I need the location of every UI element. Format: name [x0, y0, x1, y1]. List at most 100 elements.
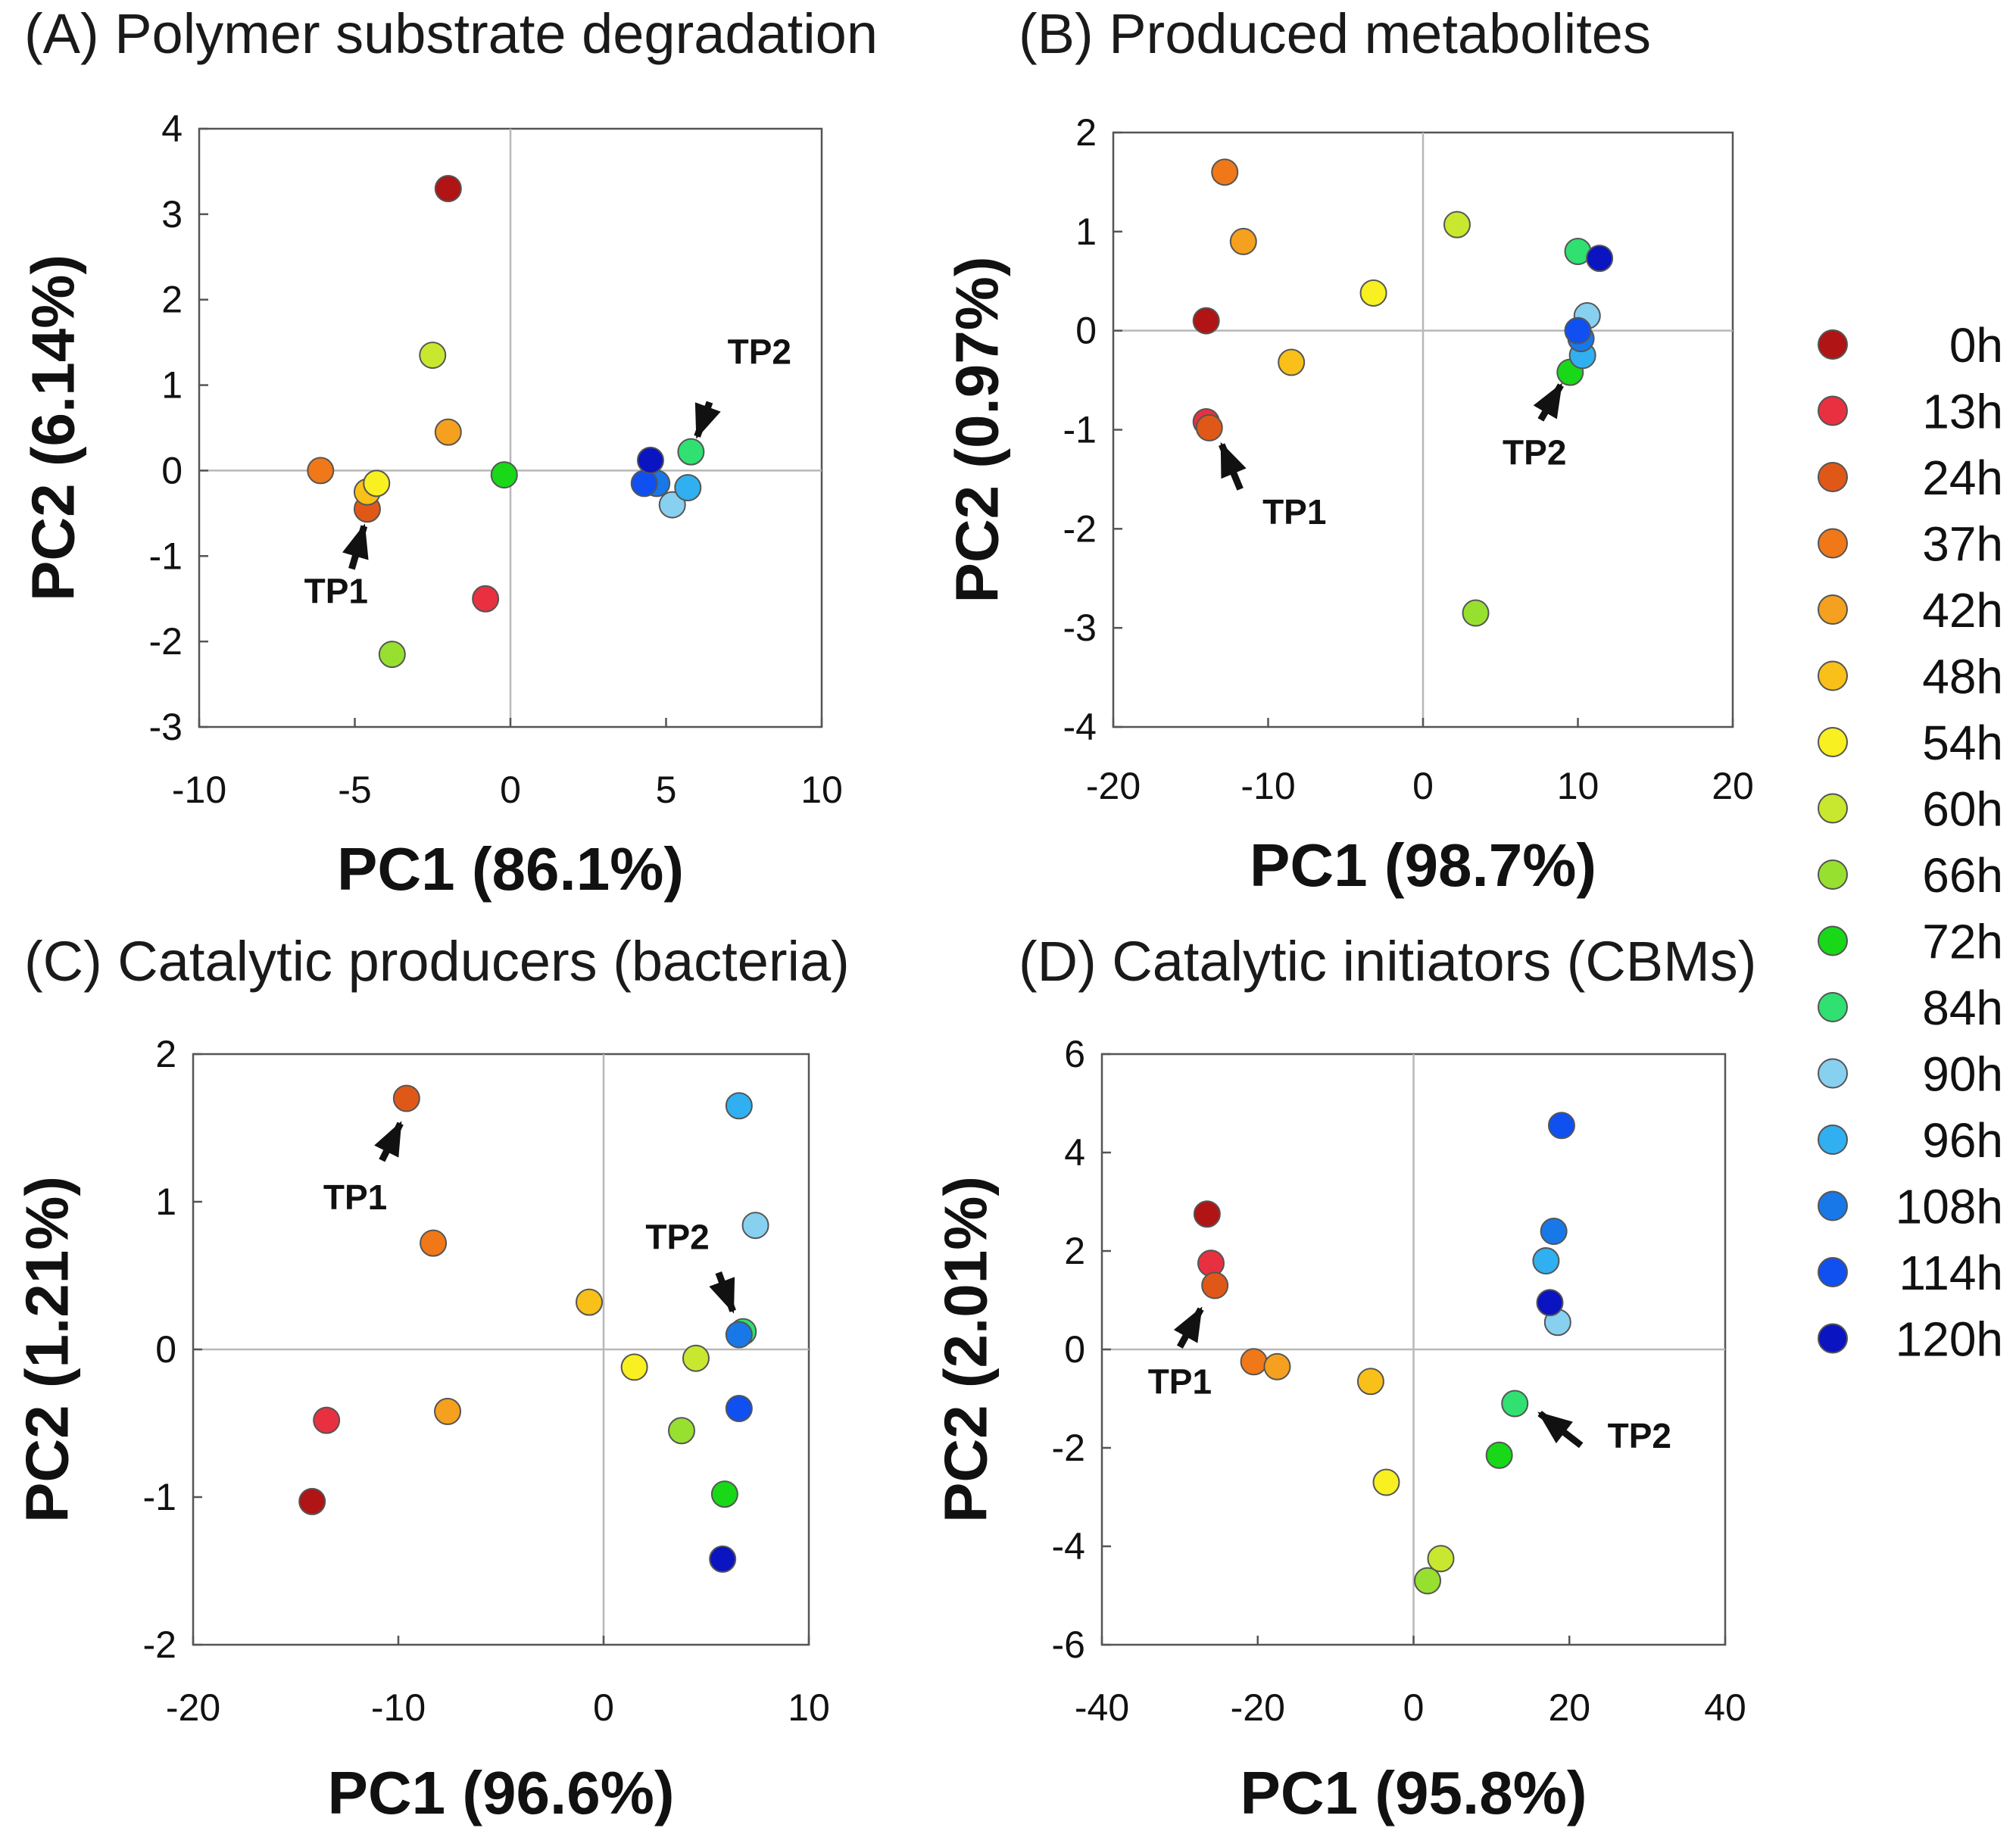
- data-point-120h: [1586, 245, 1614, 273]
- y-tick-label: -4: [1052, 1525, 1085, 1568]
- data-point-54h: [363, 469, 391, 498]
- legend-label: 0h: [1949, 318, 2003, 373]
- data-point-96h: [725, 1092, 753, 1120]
- x-tick-label: -40: [1075, 1686, 1129, 1729]
- panel-a: (A) Polymer substrate degradation-10 -5 0 5…: [20, 2, 878, 903]
- data-point-114h: [1547, 1112, 1575, 1140]
- annotation-label: TP2: [1503, 432, 1566, 472]
- legend-marker: [1818, 925, 1848, 956]
- y-axis-title: PC2 (2.01%): [932, 1176, 1000, 1523]
- data-point-120h: [1536, 1289, 1564, 1317]
- data-point-114h: [1564, 317, 1592, 345]
- legend-marker: [1818, 329, 1848, 360]
- panel-d: (D) Catalytic initiators (CBMs)-40 -20 0 20…: [932, 930, 1757, 1826]
- legend-label: 72h: [1922, 915, 2003, 969]
- x-tick-label: -5: [338, 769, 371, 811]
- x-axis-title: PC1 (96.6%): [328, 1759, 675, 1826]
- annotation-arrow: [1218, 441, 1247, 491]
- legend-marker: [1818, 1323, 1848, 1354]
- data-point-13h: [313, 1406, 341, 1434]
- annotation-arrow: [374, 1121, 404, 1162]
- legend-label: 37h: [1922, 517, 2003, 572]
- annotation-arrow: [709, 1271, 736, 1314]
- data-point-54h: [1359, 279, 1387, 307]
- data-point-60h: [1443, 211, 1471, 239]
- data-point-48h: [1278, 348, 1306, 376]
- legend-label: 114h: [1899, 1246, 2003, 1300]
- annotation-label: TP1: [323, 1178, 387, 1217]
- y-tick-label: 2: [1064, 1230, 1085, 1272]
- x-tick-label: 10: [788, 1686, 830, 1729]
- data-point-42h: [1263, 1352, 1291, 1380]
- legend-marker: [1818, 727, 1848, 757]
- data-point-42h: [1229, 227, 1257, 255]
- y-axis-title: PC2 (6.14%): [20, 254, 87, 601]
- legend-label: 120h: [1896, 1312, 2003, 1367]
- legend-item: 90h: [1818, 1047, 2003, 1102]
- data-point-72h: [710, 1480, 738, 1508]
- legend-item: 120h: [1818, 1312, 2003, 1367]
- legend-item: 24h: [1818, 451, 2003, 505]
- x-tick-label: -20: [166, 1686, 220, 1729]
- data-point-90h: [741, 1212, 769, 1240]
- data-point-114h: [725, 1395, 753, 1422]
- x-tick-label: 40: [1704, 1686, 1746, 1729]
- annotation-label: TP1: [1262, 492, 1326, 532]
- data-point-96h: [674, 474, 702, 501]
- annotation-label: TP1: [1148, 1362, 1212, 1402]
- legend-marker: [1818, 528, 1848, 559]
- legend-marker: [1818, 1190, 1848, 1221]
- legend-item: 84h: [1818, 981, 2003, 1035]
- data-point-72h: [1485, 1441, 1513, 1469]
- x-tick-label: -10: [172, 769, 226, 811]
- y-tick-label: 2: [155, 1033, 176, 1075]
- legend-marker: [1818, 1058, 1848, 1089]
- data-point-54h: [620, 1353, 648, 1381]
- legend-item: 108h: [1818, 1180, 2003, 1234]
- legend-label: 84h: [1922, 981, 2003, 1035]
- legend-label: 66h: [1922, 848, 2003, 903]
- x-tick-label: -10: [371, 1686, 426, 1729]
- data-point-54h: [1372, 1468, 1400, 1496]
- legend-item: 0h: [1818, 318, 2003, 373]
- data-point-48h: [576, 1288, 604, 1316]
- data-point-66h: [667, 1417, 695, 1445]
- x-tick-label: 0: [1403, 1686, 1425, 1729]
- y-tick-label: -2: [1063, 507, 1097, 550]
- data-point-24h: [1195, 413, 1223, 441]
- y-tick-label: 0: [161, 449, 183, 491]
- data-point-72h: [490, 461, 518, 489]
- annotation-label: TP1: [304, 571, 368, 610]
- x-tick-label: 0: [593, 1686, 614, 1729]
- data-point-0h: [1193, 1200, 1221, 1228]
- y-tick-label: 2: [1075, 111, 1097, 154]
- annotation-label: TP2: [645, 1217, 709, 1256]
- legend-marker: [1818, 793, 1848, 824]
- data-point-66h: [1414, 1567, 1442, 1595]
- y-axis-title: PC2 (1.21%): [14, 1176, 81, 1523]
- annotation-arrow: [694, 401, 721, 439]
- y-tick-label: -2: [149, 620, 183, 663]
- data-point-24h: [392, 1084, 420, 1112]
- y-tick-label: -3: [1063, 607, 1097, 649]
- legend-marker: [1818, 1257, 1848, 1287]
- legend-marker: [1818, 660, 1848, 691]
- data-point-84h: [1501, 1390, 1529, 1418]
- x-tick-label: 10: [800, 769, 843, 811]
- y-tick-label: 3: [161, 193, 183, 236]
- panel-title: (D) Catalytic initiators (CBMs): [1019, 930, 1756, 993]
- legend-item: 48h: [1818, 650, 2003, 704]
- y-tick-label: -6: [1052, 1624, 1085, 1666]
- legend-item: 13h: [1818, 385, 2003, 439]
- legend-item: 114h: [1818, 1246, 2003, 1300]
- y-tick-label: 1: [161, 364, 183, 407]
- legend-label: 42h: [1922, 583, 2003, 638]
- annotation-arrow: [1537, 1410, 1584, 1449]
- data-point-37h: [307, 457, 335, 485]
- data-point-48h: [1356, 1368, 1384, 1396]
- legend-label: 24h: [1922, 451, 2003, 505]
- annotation-label: TP2: [728, 332, 791, 371]
- data-point-37h: [1211, 158, 1239, 186]
- data-point-13h: [1197, 1249, 1225, 1277]
